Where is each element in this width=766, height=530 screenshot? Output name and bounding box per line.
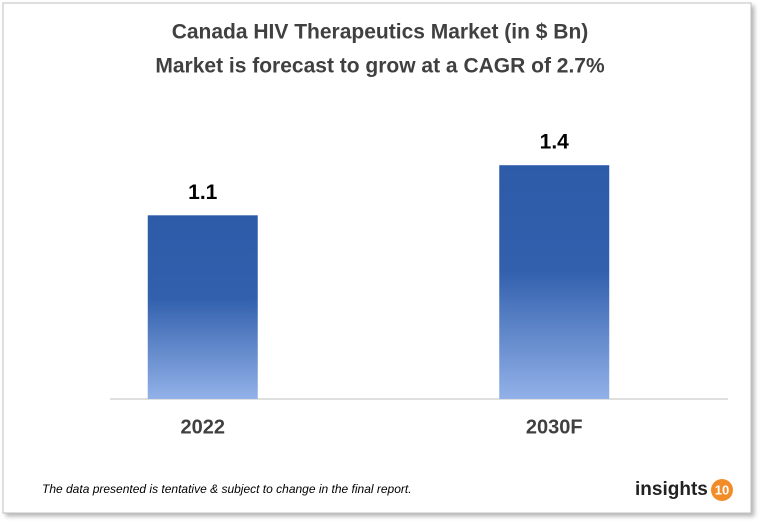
value-label: 1.1 bbox=[188, 181, 218, 204]
frame bbox=[2, 2, 752, 514]
logo-text: insights bbox=[635, 479, 708, 500]
logo-badge bbox=[711, 479, 733, 501]
chart-title: Canada HIV Therapeutics Market (in $ Bn) bbox=[172, 21, 589, 44]
bar bbox=[147, 215, 258, 399]
x-tick-label: 2022 bbox=[181, 416, 226, 438]
chart-subtitle: Market is forecast to grow at a CAGR of … bbox=[155, 55, 605, 78]
value-label: 1.4 bbox=[540, 131, 570, 154]
footnote: The data presented is tentative & subjec… bbox=[42, 482, 412, 496]
x-tick-label: 2030F bbox=[526, 416, 583, 438]
logo-badge-text: 10 bbox=[715, 482, 729, 497]
bar bbox=[499, 165, 610, 399]
